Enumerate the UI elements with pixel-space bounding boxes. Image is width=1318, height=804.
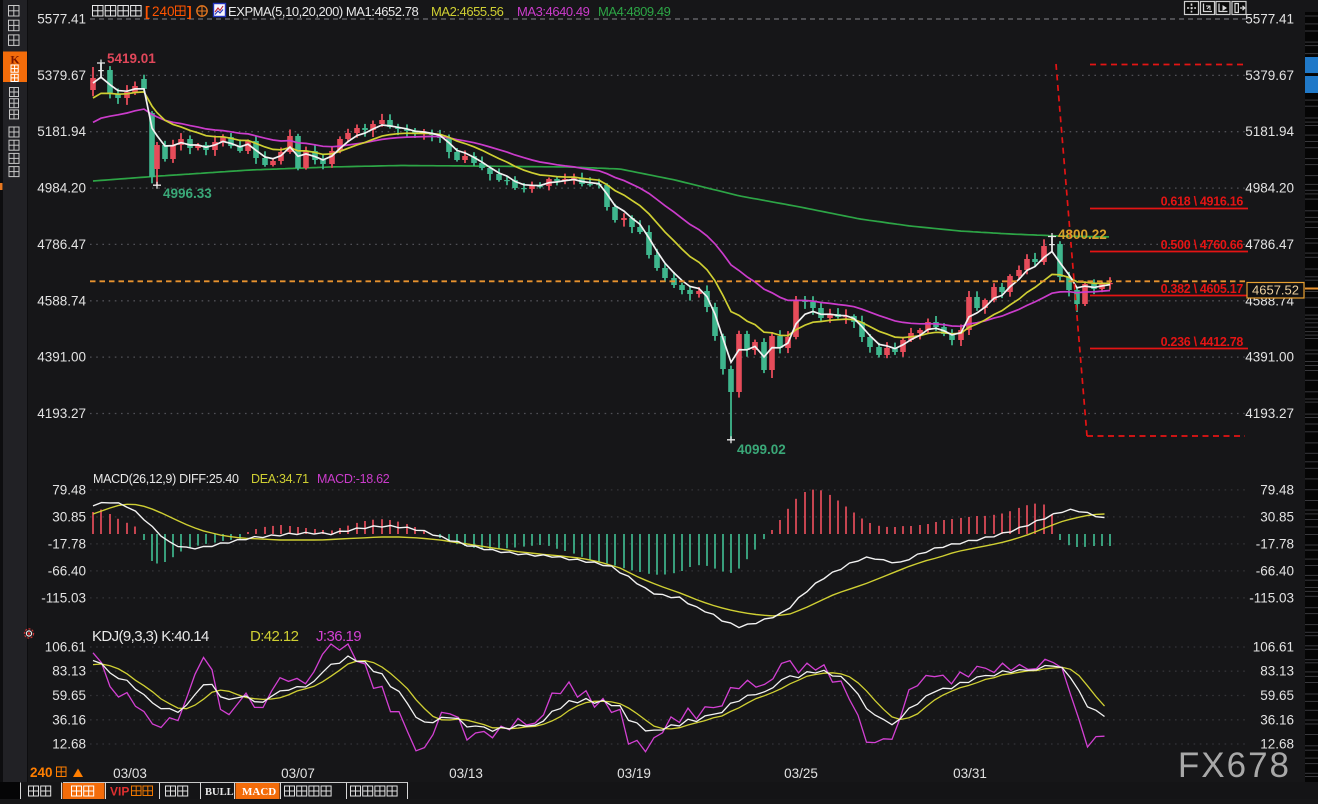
svg-text:4588.74: 4588.74 bbox=[37, 293, 86, 308]
svg-text:[: [ bbox=[145, 3, 150, 19]
svg-text:EXPMA(5,10,20,200) MA1:4652.78: EXPMA(5,10,20,200) MA1:4652.78 bbox=[228, 4, 419, 19]
svg-text:5577.41: 5577.41 bbox=[1245, 12, 1294, 27]
svg-text:VIP: VIP bbox=[110, 785, 129, 799]
svg-text:-17.78: -17.78 bbox=[48, 536, 86, 551]
svg-text:5379.67: 5379.67 bbox=[1245, 68, 1294, 83]
svg-text:83.13: 83.13 bbox=[52, 664, 86, 679]
svg-text:4984.20: 4984.20 bbox=[37, 181, 86, 196]
svg-text:KDJ(9,3,3) K:40.14: KDJ(9,3,3) K:40.14 bbox=[92, 628, 209, 645]
svg-text:MACD: MACD bbox=[242, 786, 276, 798]
svg-text:-115.03: -115.03 bbox=[1249, 590, 1294, 605]
svg-text:240: 240 bbox=[30, 765, 53, 780]
svg-text:4800.22: 4800.22 bbox=[1058, 227, 1107, 242]
svg-text:5379.67: 5379.67 bbox=[37, 68, 86, 83]
svg-text:4786.47: 4786.47 bbox=[1245, 237, 1294, 252]
svg-text:59.65: 59.65 bbox=[1260, 688, 1294, 703]
svg-text:4786.47: 4786.47 bbox=[37, 237, 86, 252]
svg-text:FX678: FX678 bbox=[1178, 746, 1291, 785]
svg-text:D:42.12: D:42.12 bbox=[250, 628, 299, 645]
svg-text:83.13: 83.13 bbox=[1260, 664, 1294, 679]
svg-text:03/19: 03/19 bbox=[617, 766, 651, 781]
svg-text:-66.40: -66.40 bbox=[48, 563, 86, 578]
svg-text:0.382 \ 4605.17: 0.382 \ 4605.17 bbox=[1161, 282, 1244, 296]
svg-text:4193.27: 4193.27 bbox=[1245, 406, 1294, 421]
svg-text:12.68: 12.68 bbox=[52, 737, 86, 752]
svg-text:4996.33: 4996.33 bbox=[163, 186, 212, 201]
svg-text:4193.27: 4193.27 bbox=[37, 406, 86, 421]
svg-text:J:36.19: J:36.19 bbox=[316, 628, 361, 645]
svg-text:4099.02: 4099.02 bbox=[737, 442, 786, 457]
svg-text:0.236 \ 4412.78: 0.236 \ 4412.78 bbox=[1161, 335, 1244, 349]
svg-text:36.16: 36.16 bbox=[1260, 712, 1294, 727]
svg-text:-17.78: -17.78 bbox=[1256, 536, 1294, 551]
svg-text:4391.00: 4391.00 bbox=[37, 350, 86, 365]
svg-text:-115.03: -115.03 bbox=[41, 590, 86, 605]
svg-text:MA2:4655.56: MA2:4655.56 bbox=[431, 4, 504, 19]
svg-text:5181.94: 5181.94 bbox=[1245, 124, 1294, 139]
svg-text:03/07: 03/07 bbox=[281, 766, 315, 781]
svg-text:79.48: 79.48 bbox=[1260, 482, 1294, 497]
svg-text:5577.41: 5577.41 bbox=[37, 12, 86, 27]
svg-text:4984.20: 4984.20 bbox=[1245, 181, 1294, 196]
svg-text:79.48: 79.48 bbox=[52, 482, 86, 497]
svg-text:36.16: 36.16 bbox=[52, 712, 86, 727]
svg-text:4657.52: 4657.52 bbox=[1252, 283, 1299, 298]
svg-text:K: K bbox=[10, 53, 20, 67]
svg-text:5181.94: 5181.94 bbox=[37, 124, 86, 139]
svg-text:59.65: 59.65 bbox=[52, 688, 86, 703]
svg-text:MA3:4640.49: MA3:4640.49 bbox=[517, 4, 590, 19]
svg-text:MACD:-18.62: MACD:-18.62 bbox=[317, 472, 390, 486]
svg-text:240: 240 bbox=[152, 4, 175, 19]
svg-text:03/25: 03/25 bbox=[784, 766, 818, 781]
svg-text:-66.40: -66.40 bbox=[1256, 563, 1294, 578]
svg-text:30.85: 30.85 bbox=[52, 509, 86, 524]
svg-text:5419.01: 5419.01 bbox=[107, 51, 156, 66]
svg-text:MA4:4809.49: MA4:4809.49 bbox=[598, 4, 671, 19]
svg-text:03/31: 03/31 bbox=[953, 766, 987, 781]
svg-text:106.61: 106.61 bbox=[1253, 640, 1294, 655]
svg-text:4391.00: 4391.00 bbox=[1245, 350, 1294, 365]
svg-text:30.85: 30.85 bbox=[1260, 509, 1294, 524]
svg-text:106.61: 106.61 bbox=[45, 640, 86, 655]
svg-text:DEA:34.71: DEA:34.71 bbox=[251, 472, 309, 486]
svg-text:12.68: 12.68 bbox=[1260, 737, 1294, 752]
svg-text:03/03: 03/03 bbox=[113, 766, 147, 781]
svg-text:0.500 \ 4760.66: 0.500 \ 4760.66 bbox=[1161, 238, 1244, 252]
svg-text:03/13: 03/13 bbox=[449, 766, 483, 781]
svg-text:MACD(26,12,9) DIFF:25.40: MACD(26,12,9) DIFF:25.40 bbox=[93, 472, 239, 486]
svg-text:]: ] bbox=[187, 3, 192, 19]
svg-text:0.618 \ 4916.16: 0.618 \ 4916.16 bbox=[1161, 195, 1244, 209]
svg-text:BULL: BULL bbox=[205, 787, 234, 798]
